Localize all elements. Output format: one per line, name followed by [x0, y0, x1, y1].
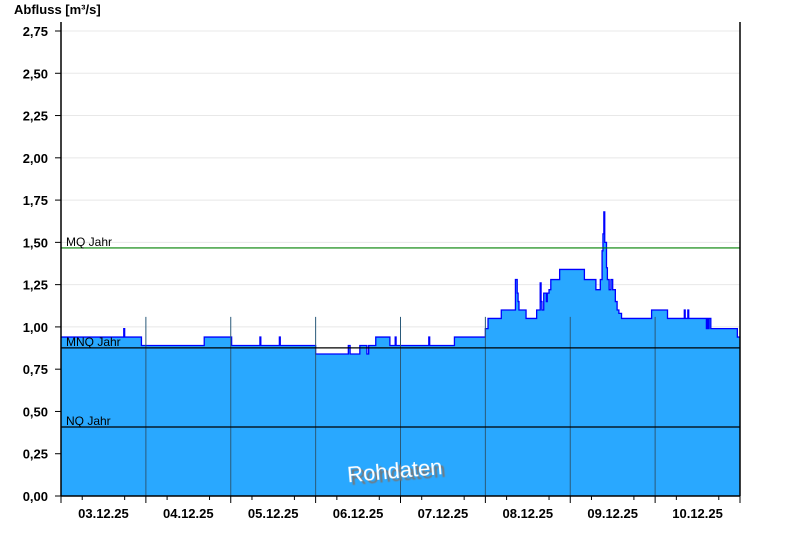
y-axis-label: Abfluss [m³/s]	[14, 2, 101, 17]
y-tick-label: 2,00	[23, 151, 48, 166]
y-tick-label: 0,00	[23, 489, 48, 504]
y-tick-label: 2,50	[23, 66, 48, 81]
reference-line-label: NQ Jahr	[66, 414, 111, 428]
y-tick-label: 1,50	[23, 235, 48, 250]
x-tick-label: 07.12.25	[418, 506, 469, 521]
discharge-line	[61, 211, 740, 355]
y-tick-label: 1,25	[23, 278, 48, 293]
y-tick-label: 2,25	[23, 109, 48, 124]
reference-line-label: MQ Jahr	[66, 235, 112, 249]
x-tick-label: 10.12.25	[672, 506, 723, 521]
x-tick-label: 03.12.25	[78, 506, 129, 521]
x-tick-label: 04.12.25	[163, 506, 214, 521]
y-tick-label: 2,75	[23, 24, 48, 39]
y-tick-label: 0,75	[23, 362, 48, 377]
reference-line-label: MNQ Jahr	[66, 335, 121, 349]
x-tick-label: 05.12.25	[248, 506, 299, 521]
y-tick-label: 1,75	[23, 193, 48, 208]
x-tick-label: 08.12.25	[503, 506, 554, 521]
y-tick-label: 1,00	[23, 320, 48, 335]
y-tick-label: 0,50	[23, 404, 48, 419]
y-tick-label: 0,25	[23, 447, 48, 462]
x-tick-label: 06.12.25	[333, 506, 384, 521]
x-tick-label: 09.12.25	[587, 506, 638, 521]
